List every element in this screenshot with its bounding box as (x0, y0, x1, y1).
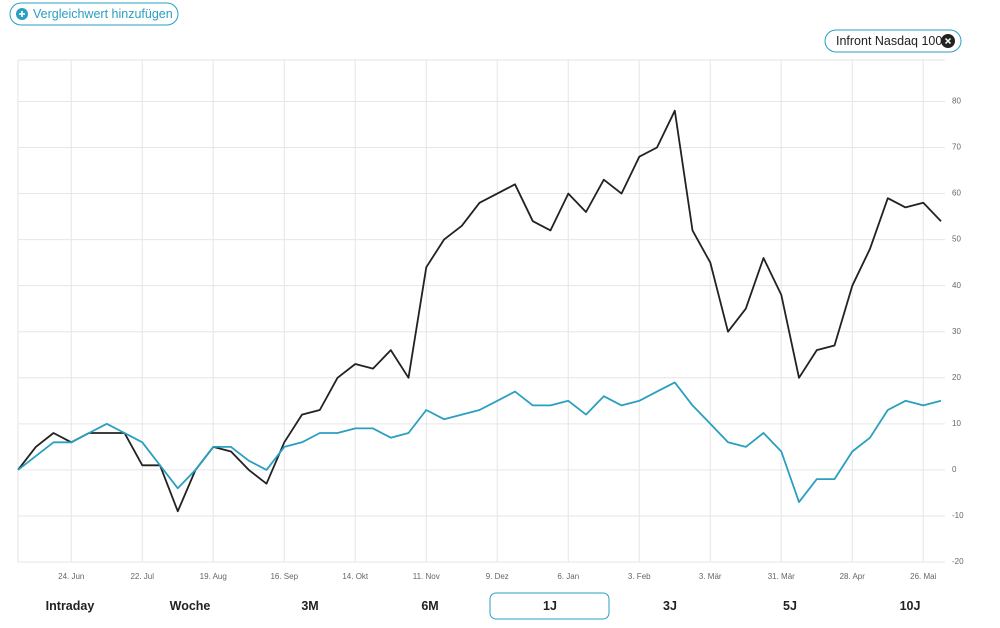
add-compare-button[interactable]: Vergleichwert hinzufügen (9, 2, 179, 26)
y-tick-label: 20 (952, 373, 961, 382)
period-button[interactable]: 1J (543, 599, 557, 613)
plot-area: -20 -10 0 10 20 30 40 50 60 70 80 24. Jun 22. Jul 19.… (17, 59, 964, 581)
y-tick-label: 50 (952, 235, 961, 244)
period-button[interactable]: 10J (900, 599, 921, 613)
x-tick-label: 26. Mai (910, 572, 936, 581)
close-cross (944, 37, 952, 45)
y-tick-label: 0 (952, 465, 957, 474)
plus-sign (19, 11, 25, 17)
legend-border (824, 29, 962, 53)
remove-series-button[interactable] (941, 34, 955, 48)
add-compare-label: Vergleichwert hinzufügen (33, 7, 173, 21)
y-tick-label: 60 (952, 189, 961, 198)
period-button[interactable]: 6M (421, 599, 438, 613)
x-tick-label: 6. Jan (557, 572, 579, 581)
legend-chip: Infront Nasdaq 100 (824, 29, 962, 53)
y-tick-label: -20 (952, 557, 964, 566)
y-tick-label: 70 (952, 143, 961, 152)
series-line (17, 109, 942, 513)
x-tick-label: 3. Mär (699, 572, 722, 581)
y-tick-label: 30 (952, 327, 961, 336)
y-tick-label: -10 (952, 511, 964, 520)
x-tick-label: 3. Feb (628, 572, 651, 581)
period-button[interactable]: 5J (783, 599, 797, 613)
x-tick-label: 24. Jun (58, 572, 84, 581)
x-tick-label: 31. Mär (768, 572, 795, 581)
x-tick-label: 22. Jul (130, 572, 154, 581)
x-tick-label: 16. Sep (270, 572, 298, 581)
selected-period-frame (489, 592, 610, 620)
button-border (9, 2, 179, 26)
x-tick-label: 11. Nov (413, 572, 440, 581)
x-tick-label: 9. Dez (486, 572, 509, 581)
period-button[interactable]: Woche (170, 599, 211, 613)
legend-label: Infront Nasdaq 100 (836, 34, 942, 48)
x-tick-label: 19. Aug (200, 572, 227, 581)
period-button[interactable]: Intraday (46, 599, 95, 613)
y-tick-label: 10 (952, 419, 961, 428)
period-button[interactable]: 3J (663, 599, 677, 613)
series-line (17, 381, 942, 503)
y-tick-label: 40 (952, 281, 961, 290)
x-tick-label: 14. Okt (342, 572, 369, 581)
y-tick-label: 80 (952, 97, 961, 106)
period-button[interactable]: 3M (301, 599, 318, 613)
period-selector: Intraday Woche 3M 6M 1J 3J 5J 10J (46, 599, 921, 613)
x-tick-label: 28. Apr (840, 572, 866, 581)
